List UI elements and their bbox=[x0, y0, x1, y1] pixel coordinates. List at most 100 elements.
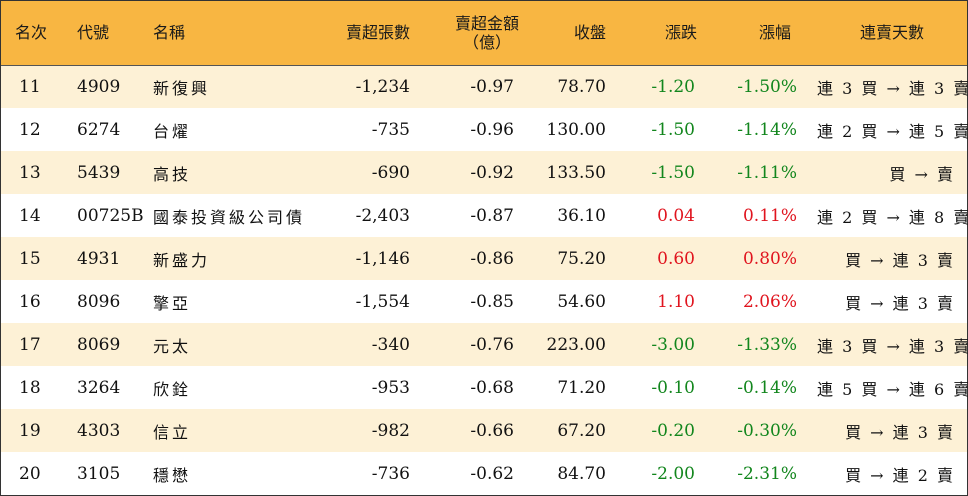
cell-name: 高技 bbox=[153, 164, 192, 184]
cell-code: 8096 bbox=[77, 291, 121, 312]
cell-sell-volume: -1,146 bbox=[355, 248, 410, 269]
cell-sell-volume: -2,403 bbox=[355, 205, 410, 226]
cell-close: 36.10 bbox=[557, 205, 606, 226]
table-row: 17 8069 元太 -340 -0.76 223.00 -3.00 -1.33% 連 3 買 … bbox=[1, 323, 968, 366]
cell-change-pct: -2.31% bbox=[737, 463, 797, 484]
cell-name: 台燿 bbox=[153, 121, 192, 141]
cell-name: 國泰投資級公司債 bbox=[153, 207, 306, 227]
cell-sell-volume: -340 bbox=[371, 334, 410, 355]
cell-streak: 連 5 買 → 連 6 賣 bbox=[817, 379, 968, 399]
cell-sell-amount: -0.62 bbox=[470, 463, 514, 484]
cell-change: -0.20 bbox=[651, 420, 695, 441]
table-row: 13 5439 高技 -690 -0.92 133.50 -1.50 -1.11% 買 → 賣 bbox=[1, 151, 967, 194]
cell-change-pct: -1.14% bbox=[737, 119, 797, 140]
cell-streak: 連 2 買 → 連 5 賣 bbox=[817, 121, 968, 141]
table-row: 11 4909 新復興 -1,234 -0.97 78.70 -1.20 -1.50% 連 3 … bbox=[1, 65, 968, 108]
header-change: 漲跌 bbox=[632, 1, 727, 66]
cell-change-pct: -1.11% bbox=[737, 162, 797, 183]
cell-rank: 17 bbox=[19, 334, 41, 355]
cell-change: 0.60 bbox=[657, 248, 695, 269]
cell-change-pct: -1.33% bbox=[737, 334, 797, 355]
header-sell-amount: 賣超金額 （億） bbox=[432, 1, 542, 66]
cell-name: 穩懋 bbox=[153, 465, 192, 485]
cell-close: 75.20 bbox=[557, 248, 606, 269]
cell-close: 133.50 bbox=[546, 162, 606, 183]
header-rank: 名次 bbox=[1, 1, 67, 66]
cell-name: 新盛力 bbox=[153, 250, 211, 270]
cell-code: 00725B bbox=[77, 205, 144, 226]
header-sell-volume: 賣超張數 bbox=[317, 1, 432, 66]
cell-sell-amount: -0.76 bbox=[470, 334, 514, 355]
cell-rank: 18 bbox=[19, 377, 41, 398]
cell-sell-amount: -0.68 bbox=[470, 377, 514, 398]
table-row: 15 4931 新盛力 -1,146 -0.86 75.20 0.60 0.80% 買 → 連 … bbox=[1, 237, 967, 280]
cell-rank: 15 bbox=[19, 248, 41, 269]
cell-streak: 買 → 連 3 賣 bbox=[845, 422, 955, 442]
cell-code: 3264 bbox=[77, 377, 121, 398]
cell-name: 擎亞 bbox=[153, 293, 192, 313]
cell-code: 4909 bbox=[77, 76, 121, 97]
cell-sell-amount: -0.87 bbox=[470, 205, 514, 226]
cell-code: 3105 bbox=[77, 463, 121, 484]
cell-streak: 買 → 連 2 賣 bbox=[845, 465, 955, 485]
cell-change-pct: -0.14% bbox=[737, 377, 797, 398]
cell-code: 5439 bbox=[77, 162, 121, 183]
table-row: 20 3105 穩懋 -736 -0.62 84.70 -2.00 -2.31% 買 → 連 2… bbox=[1, 452, 967, 495]
cell-code: 6274 bbox=[77, 119, 121, 140]
header-name: 名稱 bbox=[147, 1, 317, 66]
cell-change-pct: -1.50% bbox=[737, 76, 797, 97]
cell-sell-volume: -735 bbox=[371, 119, 410, 140]
cell-streak: 連 2 買 → 連 8 賣 bbox=[817, 207, 968, 227]
cell-name: 信立 bbox=[153, 422, 192, 442]
cell-close: 54.60 bbox=[557, 291, 606, 312]
cell-streak: 連 3 買 → 連 3 賣 bbox=[817, 78, 968, 98]
cell-close: 130.00 bbox=[546, 119, 606, 140]
cell-rank: 16 bbox=[19, 291, 41, 312]
header-close: 收盤 bbox=[542, 1, 632, 66]
table-row: 12 6274 台燿 -735 -0.96 130.00 -1.50 -1.14% 連 2 買 … bbox=[1, 108, 968, 151]
cell-sell-volume: -1,554 bbox=[355, 291, 410, 312]
header-sell-amount-line2: （億） bbox=[462, 32, 511, 52]
cell-sell-volume: -982 bbox=[371, 420, 410, 441]
table-row: 18 3264 欣銓 -953 -0.68 71.20 -0.10 -0.14% 連 5 買 →… bbox=[1, 366, 968, 409]
cell-sell-amount: -0.97 bbox=[470, 76, 514, 97]
cell-change: -1.50 bbox=[651, 119, 695, 140]
cell-name: 新復興 bbox=[153, 78, 211, 98]
cell-change: -2.00 bbox=[651, 463, 695, 484]
cell-name: 欣銓 bbox=[153, 379, 192, 399]
cell-code: 8069 bbox=[77, 334, 121, 355]
cell-sell-amount: -0.96 bbox=[470, 119, 514, 140]
cell-sell-amount: -0.92 bbox=[470, 162, 514, 183]
cell-name: 元太 bbox=[153, 336, 192, 356]
header-code: 代號 bbox=[67, 1, 147, 66]
cell-change: -1.20 bbox=[651, 76, 695, 97]
table-row: 19 4303 信立 -982 -0.66 67.20 -0.20 -0.30% 買 → 連 3… bbox=[1, 409, 967, 452]
cell-rank: 12 bbox=[19, 119, 41, 140]
cell-close: 71.20 bbox=[557, 377, 606, 398]
cell-sell-amount: -0.66 bbox=[470, 420, 514, 441]
cell-change-pct: 0.80% bbox=[742, 248, 797, 269]
cell-sell-volume: -690 bbox=[371, 162, 410, 183]
cell-rank: 13 bbox=[19, 162, 41, 183]
cell-change: 1.10 bbox=[657, 291, 695, 312]
cell-rank: 11 bbox=[19, 76, 41, 97]
cell-code: 4931 bbox=[77, 248, 121, 269]
header-sell-amount-line1: 賣超金額 bbox=[454, 13, 519, 33]
table-row: 14 00725B 國泰投資級公司債 -2,403 -0.87 36.10 0.04 0.11… bbox=[1, 194, 968, 237]
cell-sell-amount: -0.85 bbox=[470, 291, 514, 312]
cell-streak: 買 → 連 3 賣 bbox=[845, 293, 955, 313]
header-streak: 連賣天數 bbox=[817, 1, 967, 66]
cell-close: 78.70 bbox=[557, 76, 606, 97]
cell-sell-amount: -0.86 bbox=[470, 248, 514, 269]
cell-change: -1.50 bbox=[651, 162, 695, 183]
cell-rank: 19 bbox=[19, 420, 41, 441]
cell-sell-volume: -953 bbox=[371, 377, 410, 398]
cell-close: 67.20 bbox=[557, 420, 606, 441]
cell-change-pct: -0.30% bbox=[737, 420, 797, 441]
cell-change-pct: 2.06% bbox=[742, 291, 797, 312]
header-change-pct: 漲幅 bbox=[727, 1, 817, 66]
cell-code: 4303 bbox=[77, 420, 121, 441]
cell-sell-volume: -1,234 bbox=[355, 76, 410, 97]
